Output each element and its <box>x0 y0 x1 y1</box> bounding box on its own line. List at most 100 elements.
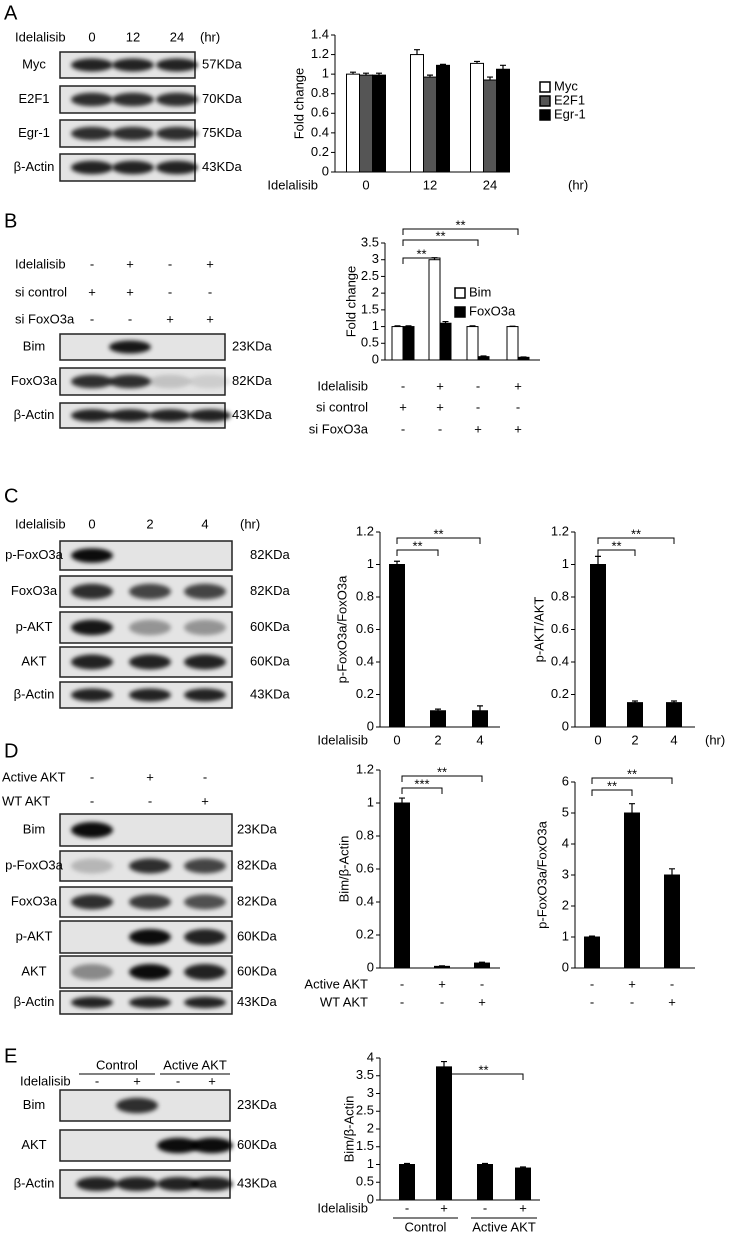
significance-bracket <box>396 537 481 544</box>
x-tick-label: 0 <box>594 732 601 747</box>
band-name: FoxO3a <box>11 893 58 908</box>
band-size: 23KDa <box>237 1097 278 1112</box>
blot-band <box>156 92 198 107</box>
band-size: 60KDa <box>237 963 278 978</box>
lane-mark: + <box>133 1073 141 1088</box>
x-row-mark: + <box>436 378 444 393</box>
blot-band <box>184 929 226 945</box>
blot-band <box>112 160 154 175</box>
bar <box>394 802 410 969</box>
y-tick-label: 0 <box>367 1191 374 1206</box>
error-bar <box>405 325 412 327</box>
y-tick-label: 5 <box>562 804 569 819</box>
blot-band <box>71 654 113 670</box>
error-bar <box>629 803 635 813</box>
error-bar <box>394 560 400 565</box>
row-label: Idelalisib <box>15 29 66 44</box>
band-size: 82KDa <box>250 547 291 562</box>
y-tick-label: 0 <box>367 959 374 974</box>
error-bar <box>477 705 483 711</box>
band-size: 43KDa <box>250 686 291 701</box>
band-name: AKT <box>21 1137 46 1152</box>
x-row-label: WT AKT <box>320 994 368 1009</box>
row-label: si FoxO3a <box>15 311 75 326</box>
blot-band <box>184 858 226 874</box>
blot-band <box>189 374 231 389</box>
y-tick-label: 1 <box>322 66 329 81</box>
y-tick-label: 2 <box>372 285 379 300</box>
x-tick-label: 4 <box>670 732 677 747</box>
blot-band <box>129 929 171 945</box>
y-axis-label: p-AKT/AKT <box>531 597 546 663</box>
blot-band <box>71 126 113 141</box>
y-tick-label: 0.8 <box>356 588 374 603</box>
blot-band <box>191 1177 233 1191</box>
legend-label: Bim <box>469 284 491 299</box>
y-tick-label: 1.4 <box>311 26 329 41</box>
error-bar <box>500 64 506 70</box>
significance-label: *** <box>414 776 429 791</box>
bar <box>496 68 510 173</box>
panel-letter: C <box>4 485 18 507</box>
blot-band <box>109 340 151 354</box>
y-tick-label: 0.2 <box>551 686 569 701</box>
legend-label: Myc <box>554 78 578 93</box>
y-tick-label: 0.5 <box>361 335 379 350</box>
blot-band <box>184 964 226 980</box>
blot-band <box>71 409 113 422</box>
y-tick-label: 0.4 <box>311 124 329 139</box>
x-row-mark: + <box>474 421 482 436</box>
x-row-mark: + <box>399 399 407 414</box>
y-tick-label: 0 <box>562 718 569 733</box>
x-row-mark: - <box>400 976 404 991</box>
x-row-mark: + <box>478 994 486 1009</box>
x-row-mark: - <box>405 1200 409 1215</box>
panel-letter: A <box>4 2 18 24</box>
x-row-mark: + <box>514 378 522 393</box>
bar <box>624 812 640 969</box>
band-name: FoxO3a <box>11 373 58 388</box>
error-bar <box>414 49 420 55</box>
lane-mark: - <box>208 284 212 299</box>
band-size: 75KDa <box>202 125 243 140</box>
bar <box>517 356 530 361</box>
y-tick-label: 1 <box>562 928 569 943</box>
y-tick-label: 0 <box>372 351 379 366</box>
significance-bracket <box>402 228 519 235</box>
band-name: p-FoxO3a <box>5 857 64 872</box>
x-row-mark: - <box>401 378 405 393</box>
x-axis-label: Idelalisib <box>267 177 318 192</box>
lane-mark: + <box>88 284 96 299</box>
band-size: 43KDa <box>237 994 278 1009</box>
significance-label: ** <box>412 538 422 553</box>
x-row-mark: - <box>630 994 634 1009</box>
y-tick-label: 0.4 <box>356 653 374 668</box>
blot-band <box>71 548 113 563</box>
bar <box>664 874 680 969</box>
x-row-mark: - <box>476 399 480 414</box>
lane-mark: - <box>90 256 94 271</box>
band-size: 60KDa <box>250 619 291 634</box>
x-row-mark: + <box>440 1200 448 1215</box>
significance-label: ** <box>631 526 641 541</box>
y-tick-label: 2 <box>367 1120 374 1135</box>
x-row-mark: + <box>519 1200 527 1215</box>
legend-label: Egr-1 <box>554 106 586 121</box>
significance-bracket <box>443 1073 524 1080</box>
x-row-mark: + <box>628 976 636 991</box>
error-bar <box>479 961 485 964</box>
x-row-label: Idelalisib <box>317 1200 368 1215</box>
error-bar <box>350 71 356 75</box>
legend-swatch <box>539 109 551 121</box>
band-name: p-AKT <box>16 619 53 634</box>
bar <box>436 64 450 173</box>
band-size: 60KDa <box>237 1137 278 1152</box>
band-size: 82KDa <box>237 893 278 908</box>
x-row-mark: - <box>516 399 520 414</box>
bar <box>389 564 405 728</box>
blot-band <box>157 1177 199 1191</box>
x-row-mark: + <box>668 994 676 1009</box>
lane-mark: + <box>146 769 154 784</box>
band-size: 43KDa <box>237 1175 278 1190</box>
